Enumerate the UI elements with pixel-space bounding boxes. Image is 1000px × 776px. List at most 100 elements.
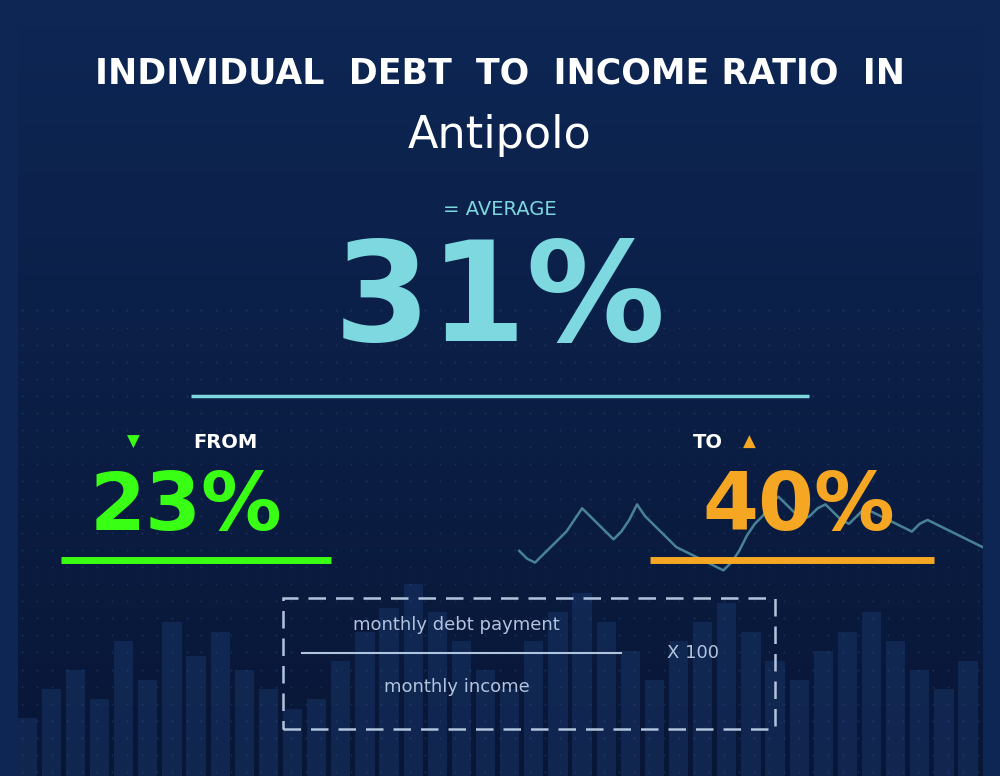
Bar — [18, 268, 982, 272]
Bar — [452, 641, 471, 776]
Bar — [910, 670, 929, 776]
Bar — [18, 489, 982, 493]
Bar — [18, 252, 982, 256]
Bar — [18, 163, 982, 167]
Bar — [18, 745, 982, 749]
Bar — [18, 307, 982, 310]
Bar — [18, 392, 982, 396]
Bar — [18, 74, 982, 78]
Bar — [18, 524, 982, 528]
Bar — [18, 671, 982, 675]
Bar — [18, 182, 982, 186]
Bar — [18, 384, 982, 388]
Bar — [18, 341, 982, 345]
Bar — [18, 722, 982, 726]
Bar — [18, 58, 982, 62]
Bar — [18, 221, 982, 225]
Bar — [18, 501, 982, 504]
Bar — [18, 39, 982, 43]
Bar — [18, 477, 982, 481]
Bar — [18, 175, 982, 178]
Bar — [18, 198, 982, 202]
Bar — [18, 675, 982, 679]
Bar — [18, 469, 982, 473]
Bar — [18, 241, 982, 244]
Bar — [18, 244, 982, 248]
Bar — [18, 369, 982, 372]
Bar — [18, 411, 982, 415]
Bar — [18, 318, 982, 322]
Bar — [572, 593, 592, 776]
Bar — [18, 733, 982, 737]
Bar — [18, 190, 982, 194]
Bar — [18, 16, 982, 19]
Bar — [790, 680, 809, 776]
Bar — [18, 0, 982, 4]
Bar — [18, 186, 982, 190]
Bar — [18, 372, 982, 376]
Bar — [18, 764, 982, 768]
Bar — [838, 632, 857, 776]
Bar — [18, 213, 982, 217]
Bar — [18, 237, 982, 241]
Text: = AVERAGE: = AVERAGE — [443, 200, 557, 219]
Bar — [18, 260, 982, 264]
Bar — [18, 225, 982, 229]
Bar — [18, 233, 982, 237]
Bar — [548, 612, 568, 776]
Bar — [18, 586, 982, 590]
Bar — [18, 656, 982, 660]
Bar — [597, 622, 616, 776]
Bar — [500, 689, 519, 776]
Bar — [18, 353, 982, 357]
Bar — [18, 217, 982, 221]
Bar — [18, 706, 982, 710]
Text: ▼: ▼ — [127, 433, 140, 452]
Bar — [18, 229, 982, 233]
Bar — [18, 729, 982, 733]
Bar — [765, 660, 785, 776]
Bar — [18, 78, 982, 81]
Bar — [958, 660, 978, 776]
Bar — [476, 670, 495, 776]
Bar — [18, 698, 982, 702]
Bar — [18, 644, 982, 648]
Bar — [90, 699, 109, 776]
Bar — [18, 128, 982, 132]
Bar — [18, 322, 982, 326]
Bar — [18, 404, 982, 407]
Bar — [18, 299, 982, 303]
Bar — [18, 574, 982, 578]
Bar — [18, 159, 982, 163]
Bar — [428, 612, 447, 776]
Bar — [814, 651, 833, 776]
Bar — [18, 772, 982, 776]
Bar — [18, 171, 982, 175]
Bar — [18, 714, 982, 718]
Text: 31%: 31% — [334, 235, 666, 370]
Bar — [18, 376, 982, 380]
Bar — [18, 345, 982, 349]
Bar — [18, 396, 982, 400]
Bar — [18, 330, 982, 334]
Bar — [18, 120, 982, 124]
Bar — [18, 151, 982, 155]
Bar — [18, 760, 982, 764]
Bar — [18, 570, 982, 574]
Bar — [18, 438, 982, 442]
Bar — [18, 578, 982, 582]
Bar — [18, 535, 982, 539]
Bar — [18, 349, 982, 353]
Bar — [18, 450, 982, 454]
Bar — [18, 598, 982, 601]
Text: 23%: 23% — [90, 469, 283, 547]
Bar — [18, 334, 982, 338]
Bar — [18, 338, 982, 341]
Text: X 100: X 100 — [667, 644, 719, 663]
Bar — [283, 708, 302, 776]
Bar — [355, 632, 375, 776]
Bar — [18, 19, 982, 23]
Bar — [18, 357, 982, 361]
Bar — [18, 473, 982, 477]
Bar — [18, 275, 982, 279]
